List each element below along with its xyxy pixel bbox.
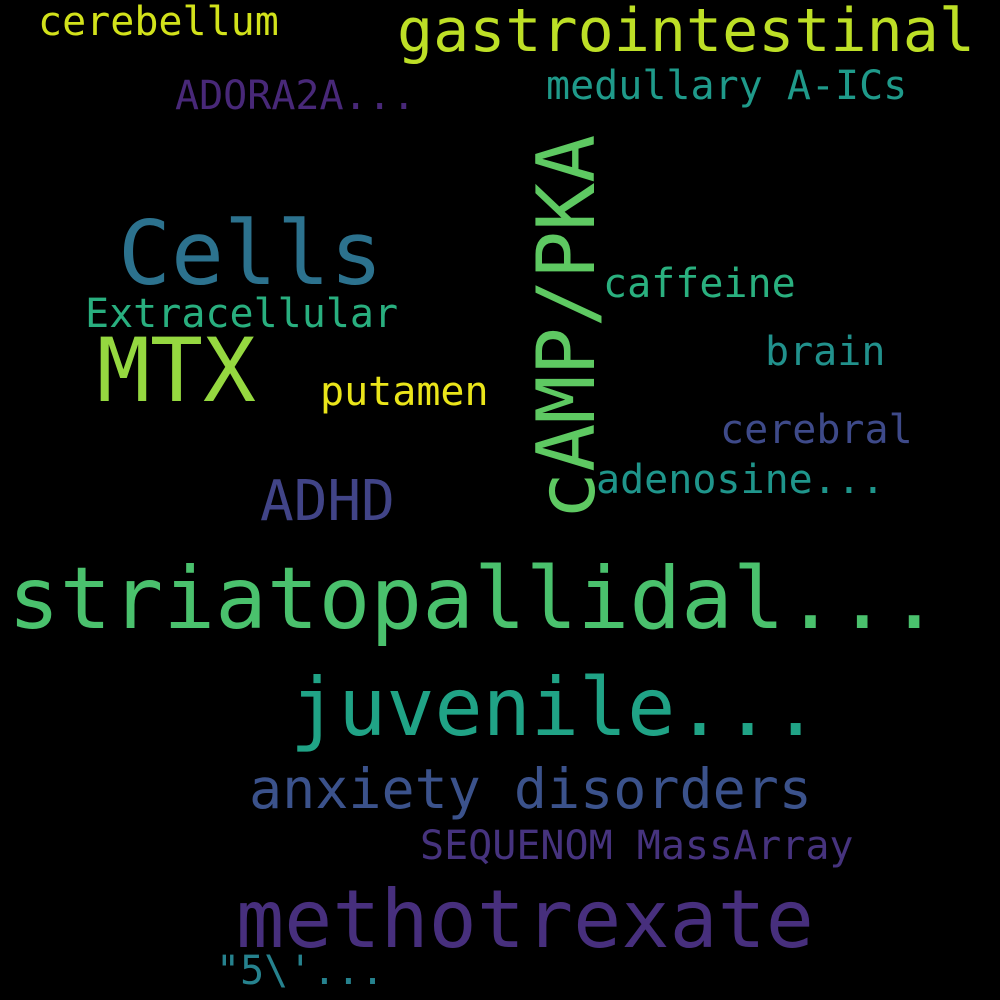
word-camp-pka: cAMP/PKA — [520, 134, 613, 520]
word-cells: Cells — [118, 202, 383, 305]
word-cerebral: cerebral — [720, 407, 913, 453]
word-sequenom-massarray: SEQUENOM MassArray — [420, 823, 854, 869]
word-adhd: ADHD — [260, 469, 395, 534]
word-brain: brain — [765, 329, 886, 375]
word-juvenile: juvenile... — [290, 661, 820, 754]
word-methotrexate: methotrexate — [236, 873, 814, 966]
word-anxiety-disorders: anxiety disorders — [249, 757, 812, 821]
word-extracellular: Extracellular — [85, 291, 399, 337]
word-adora2a: ADORA2A... — [175, 73, 416, 119]
word-cerebellum: cerebellum — [38, 0, 279, 45]
word-medullary-a-ics: medullary A-ICs — [546, 63, 908, 109]
word-putamen: putamen — [320, 369, 489, 415]
word-gastrointestinal: gastrointestinal — [397, 0, 975, 66]
word-caffeine: caffeine — [603, 261, 796, 307]
word-adenosine: adenosine... — [596, 457, 885, 503]
word-mtx: MTX — [97, 319, 256, 422]
word-five-prime: "5\'... — [216, 948, 385, 994]
word-striatopallidal: striatopallidal... — [8, 549, 940, 649]
